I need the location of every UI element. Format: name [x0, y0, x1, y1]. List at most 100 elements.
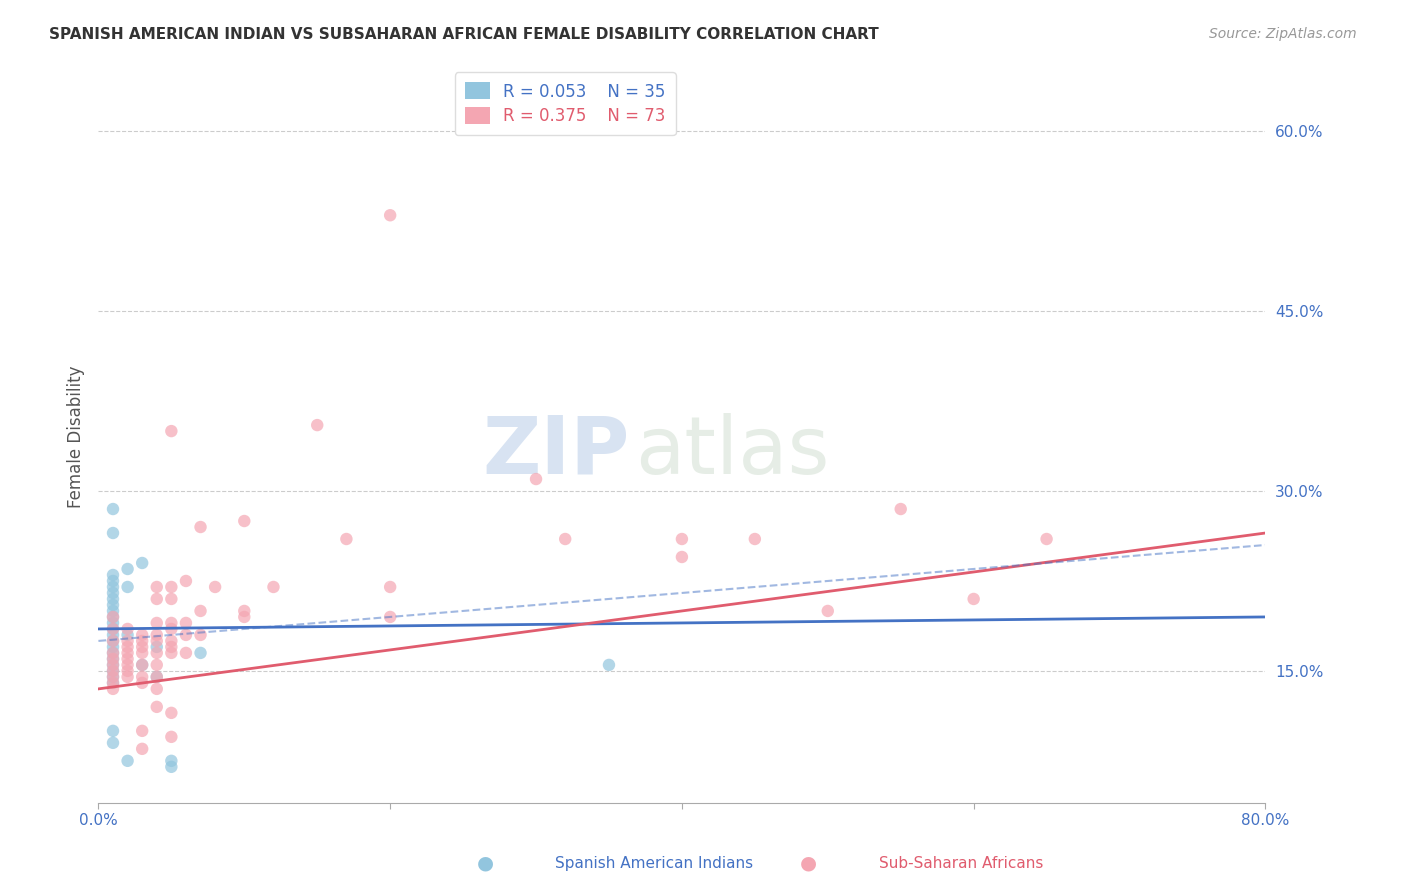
Point [146, 628, 169, 642]
Point [146, 591, 169, 606]
Point [101, 646, 124, 660]
Point [131, 742, 153, 756]
Point [101, 736, 124, 750]
Point [101, 670, 124, 684]
Point [146, 699, 169, 714]
Point [101, 604, 124, 618]
Point [190, 628, 212, 642]
Point [307, 418, 329, 433]
Point [146, 640, 169, 654]
Point [524, 472, 547, 486]
Point [146, 580, 169, 594]
Point [101, 502, 124, 516]
Point [131, 646, 153, 660]
Point [101, 615, 124, 630]
Point [117, 646, 139, 660]
Point [160, 424, 183, 438]
Point [131, 657, 153, 672]
Point [117, 657, 139, 672]
Point [174, 574, 197, 588]
Point [101, 723, 124, 738]
Point [101, 610, 124, 624]
Point [262, 580, 284, 594]
Point [554, 532, 576, 546]
Point [131, 640, 153, 654]
Point [101, 670, 124, 684]
Point [117, 652, 139, 666]
Point [117, 664, 139, 678]
Point [101, 574, 124, 588]
Point [160, 622, 183, 636]
Point [117, 562, 139, 576]
Point [131, 657, 153, 672]
Text: ●: ● [800, 854, 817, 873]
Point [101, 610, 124, 624]
Point [160, 591, 183, 606]
Point [131, 670, 153, 684]
Point [160, 634, 183, 648]
Point [160, 760, 183, 774]
Text: Spanish American Indians: Spanish American Indians [555, 856, 754, 871]
Point [671, 532, 693, 546]
Point [146, 615, 169, 630]
Point [378, 580, 402, 594]
Point [146, 670, 169, 684]
Point [101, 676, 124, 690]
Point [131, 676, 153, 690]
Point [101, 634, 124, 648]
Point [101, 622, 124, 636]
Point [160, 754, 183, 768]
Point [117, 670, 139, 684]
Point [101, 657, 124, 672]
Point [378, 610, 402, 624]
Point [101, 586, 124, 600]
Point [146, 657, 169, 672]
Point [817, 604, 839, 618]
Point [174, 615, 197, 630]
Point [174, 628, 197, 642]
Point [101, 598, 124, 612]
Point [146, 681, 169, 696]
Point [146, 634, 169, 648]
Point [101, 580, 124, 594]
Point [131, 634, 153, 648]
Text: Sub-Saharan Africans: Sub-Saharan Africans [879, 856, 1043, 871]
Point [160, 640, 183, 654]
Point [101, 526, 124, 541]
Point [598, 657, 620, 672]
Text: ●: ● [477, 854, 494, 873]
Point [117, 754, 139, 768]
Point [101, 640, 124, 654]
Point [101, 634, 124, 648]
Point [204, 580, 226, 594]
Legend: R = 0.053    N = 35, R = 0.375    N = 73: R = 0.053 N = 35, R = 0.375 N = 73 [456, 72, 675, 136]
Point [233, 514, 256, 528]
Point [146, 646, 169, 660]
Point [117, 640, 139, 654]
Text: ZIP: ZIP [482, 413, 630, 491]
Point [671, 549, 693, 564]
Point [890, 502, 912, 516]
Text: atlas: atlas [636, 413, 830, 491]
Point [101, 652, 124, 666]
Point [233, 604, 256, 618]
Point [101, 591, 124, 606]
Point [117, 580, 139, 594]
Point [1035, 532, 1057, 546]
Point [160, 706, 183, 720]
Point [335, 532, 357, 546]
Point [117, 634, 139, 648]
Text: SPANISH AMERICAN INDIAN VS SUBSAHARAN AFRICAN FEMALE DISABILITY CORRELATION CHAR: SPANISH AMERICAN INDIAN VS SUBSAHARAN AF… [49, 27, 879, 42]
Point [101, 664, 124, 678]
Point [101, 664, 124, 678]
Point [131, 723, 153, 738]
Point [378, 208, 402, 222]
Point [744, 532, 766, 546]
Point [117, 622, 139, 636]
Point [101, 657, 124, 672]
Point [190, 520, 212, 534]
Point [160, 580, 183, 594]
Point [101, 628, 124, 642]
Point [101, 676, 124, 690]
Point [101, 646, 124, 660]
